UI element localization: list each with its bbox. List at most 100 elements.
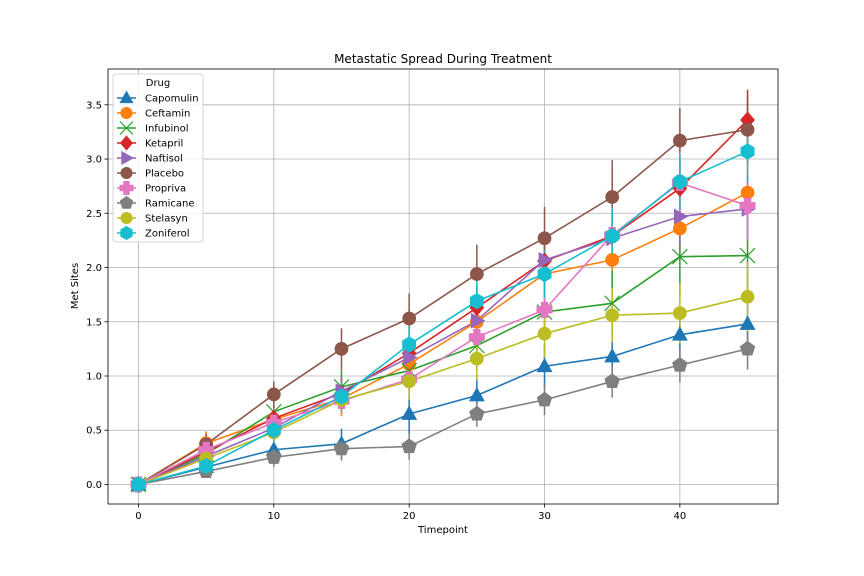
x-tick-label: 10 — [267, 511, 280, 522]
legend-marker-placebo — [120, 166, 133, 180]
legend-label-zoniferol: Zoniferol — [145, 229, 190, 240]
legend-item-zoniferol: Zoniferol — [117, 225, 190, 241]
legend-marker-infubinol — [119, 121, 134, 135]
data-point-ramicane — [469, 405, 485, 421]
y-tick-label: 2.5 — [86, 209, 102, 220]
data-point-naftisol — [403, 349, 418, 366]
series-markers — [130, 111, 757, 494]
data-point-capomulin — [604, 347, 621, 363]
x-tick-label: 0 — [135, 511, 141, 522]
data-point-placebo — [740, 122, 755, 137]
x-tick-label: 40 — [674, 511, 687, 522]
legend-item-ramicane: Ramicane — [117, 195, 195, 210]
data-point-ramicane — [672, 357, 688, 372]
series-line-zoniferol — [138, 150, 748, 486]
legend-marker-propriva — [119, 181, 134, 195]
legend-item-placebo: Placebo — [117, 166, 184, 180]
data-point-ramicane — [604, 373, 620, 388]
data-point-capomulin — [739, 315, 756, 330]
y-tick-label: 3.5 — [86, 100, 102, 111]
legend-label-ramicane: Ramicane — [145, 199, 195, 210]
data-point-capomulin — [671, 326, 688, 341]
data-point-propriva — [739, 197, 756, 214]
series-line-stelasyn — [138, 296, 748, 486]
series-lines — [138, 119, 749, 486]
data-point-naftisol — [673, 208, 689, 225]
legend-label-capomulin: Capomulin — [145, 94, 199, 105]
y-tick-label: 1.5 — [86, 317, 102, 328]
legend-item-stelasyn: Stelasyn — [117, 211, 188, 225]
data-point-capomulin — [536, 357, 553, 373]
data-point-placebo — [334, 342, 349, 356]
data-point-zoniferol — [672, 173, 687, 190]
y-tick-label: 3.0 — [86, 155, 102, 166]
legend-item-infubinol: Infubinol — [117, 121, 189, 135]
data-point-zoniferol — [199, 457, 214, 475]
data-point-propriva — [536, 301, 553, 318]
data-point-capomulin — [468, 386, 485, 402]
data-point-naftisol — [470, 312, 486, 329]
data-point-infubinol — [671, 248, 688, 265]
plot-frame — [107, 68, 779, 505]
data-point-ceftamin — [740, 185, 755, 200]
x-tick-label: 20 — [403, 511, 416, 522]
legend-marker-naftisol — [121, 150, 135, 166]
data-point-ramicane — [739, 340, 756, 356]
legend-marker-ceftamin — [120, 106, 133, 120]
data-point-placebo — [266, 387, 281, 402]
legend-item-ketapril: Ketapril — [117, 135, 183, 151]
data-point-zoniferol — [740, 143, 755, 160]
legend-marker-capomulin — [119, 90, 134, 104]
x-axis-label: Timepoint — [417, 525, 468, 536]
y-tick-label: 0.0 — [86, 480, 102, 491]
data-point-stelasyn — [672, 306, 687, 320]
legend: Drug Capomulin Ceftamin Infubinol Ketapril N… — [112, 73, 204, 243]
data-point-ramicane — [536, 391, 553, 407]
legend-label-naftisol: Naftisol — [145, 154, 183, 165]
data-point-capomulin — [401, 405, 418, 420]
y-tick-label: 0.5 — [86, 426, 102, 437]
x-axis: 0 10 20 30 40 — [135, 504, 686, 522]
plot-area — [108, 69, 778, 504]
y-axis: 0.0 0.5 1.0 1.5 2.0 2.5 3.0 3.5 — [86, 100, 108, 491]
series-line-ramicane — [138, 348, 748, 486]
data-point-naftisol — [538, 251, 554, 268]
legend-item-naftisol: Naftisol — [117, 150, 183, 166]
data-point-zoniferol — [537, 265, 552, 283]
data-point-placebo — [469, 267, 484, 281]
data-point-zoniferol — [469, 293, 484, 310]
series-line-capomulin — [138, 323, 748, 486]
y-tick-label: 2.0 — [86, 263, 102, 274]
legend-marker-stelasyn — [120, 211, 133, 225]
data-point-ramicane — [266, 449, 282, 464]
data-point-placebo — [672, 133, 687, 148]
data-point-zoniferol — [402, 336, 417, 353]
data-point-propriva — [468, 328, 485, 345]
series-line-ketapril — [138, 119, 749, 486]
legend-item-propriva: Propriva — [117, 181, 186, 195]
legend-marker-ramicane — [119, 195, 134, 209]
data-point-ceftamin — [605, 253, 620, 267]
legend-marker-zoniferol — [120, 225, 133, 241]
data-point-infubinol — [604, 295, 621, 312]
series-line-placebo — [138, 128, 748, 486]
y-tick-label: 1.0 — [86, 371, 102, 382]
data-point-placebo — [537, 231, 552, 246]
legend-label-ceftamin: Ceftamin — [145, 109, 190, 120]
data-point-ramicane — [333, 440, 350, 456]
data-point-zoniferol — [266, 422, 281, 439]
data-point-placebo — [402, 311, 417, 326]
series-line-ceftamin — [138, 191, 748, 486]
legend-item-capomulin: Capomulin — [117, 90, 199, 105]
legend-items: Capomulin Ceftamin Infubinol Ketapril Naftis… — [117, 90, 199, 241]
data-point-infubinol — [401, 362, 418, 379]
data-point-stelasyn — [402, 374, 417, 389]
chart-title: Metastatic Spread During Treatment — [334, 52, 552, 66]
legend-label-infubinol: Infubinol — [145, 124, 189, 135]
legend-label-placebo: Placebo — [145, 169, 184, 180]
legend-item-ceftamin: Ceftamin — [117, 106, 190, 120]
series-line-naftisol — [138, 208, 748, 486]
data-point-ceftamin — [672, 221, 687, 236]
data-point-ramicane — [401, 438, 417, 454]
